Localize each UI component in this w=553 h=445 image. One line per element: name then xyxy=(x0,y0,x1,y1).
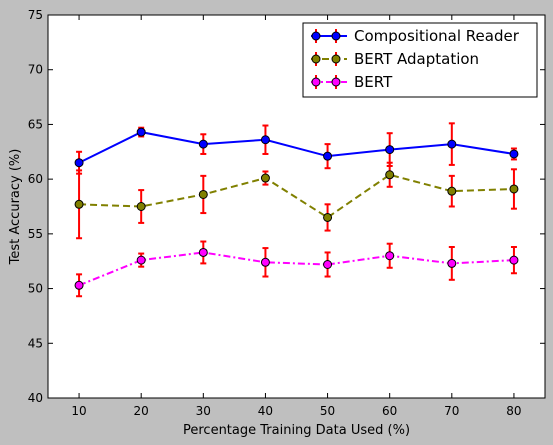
data-point xyxy=(74,158,84,168)
series-1 xyxy=(74,122,519,175)
legend-marker xyxy=(311,77,321,87)
x-tick-label: 40 xyxy=(258,404,273,418)
data-point xyxy=(260,257,270,267)
legend-label: Compositional Reader xyxy=(354,27,520,45)
data-point xyxy=(74,280,84,290)
data-point xyxy=(323,259,333,269)
data-point xyxy=(198,189,208,199)
data-point xyxy=(447,186,457,196)
series-line xyxy=(78,131,515,164)
plot-frame xyxy=(47,14,546,399)
data-point xyxy=(509,184,519,194)
x-tick-label: 50 xyxy=(320,404,335,418)
legend-entry: BERT Adaptation xyxy=(311,50,479,68)
legend-label: BERT xyxy=(354,73,393,91)
legend-marker xyxy=(331,77,341,87)
y-tick-label: 55 xyxy=(28,227,43,241)
data-point xyxy=(447,258,457,268)
ticks-layer: 10 20 30 40 50 60 70 80 40 45 50 55 60 65 70 75 xyxy=(28,8,545,418)
data-point xyxy=(136,127,146,137)
x-tick-label: 60 xyxy=(382,404,397,418)
data-point xyxy=(509,255,519,265)
y-axis-label: Test Accuracy (%) xyxy=(8,149,23,266)
series-2 xyxy=(74,161,519,240)
legend-marker xyxy=(331,31,341,41)
y-tick-label: 65 xyxy=(28,117,43,131)
y-tick-label: 75 xyxy=(28,8,43,22)
series-line xyxy=(78,251,514,287)
data-point xyxy=(385,170,395,180)
x-tick-label: 70 xyxy=(444,404,459,418)
legend-marker xyxy=(311,31,321,41)
x-tick-label: 30 xyxy=(196,404,211,418)
legend-label: BERT Adaptation xyxy=(354,50,479,68)
x-axis-label: Percentage Training Data Used (%) xyxy=(183,423,410,438)
data-point xyxy=(323,151,333,161)
series-3 xyxy=(74,240,519,298)
data-point xyxy=(136,202,146,211)
y-tick-label: 50 xyxy=(28,282,43,296)
y-tick-label: 60 xyxy=(28,172,43,186)
data-point xyxy=(198,247,208,257)
legend-entry: BERT xyxy=(311,73,393,91)
y-tick-label: 45 xyxy=(28,336,43,350)
data-point xyxy=(260,135,270,145)
data-point xyxy=(385,251,395,261)
data-point xyxy=(385,145,395,155)
x-tick-label: 20 xyxy=(134,404,149,418)
series-layer xyxy=(74,122,519,298)
series-line xyxy=(79,173,514,219)
data-point xyxy=(323,212,333,222)
data-point xyxy=(447,139,457,149)
y-tick-label: 70 xyxy=(28,63,43,77)
legend: Compositional Reader BERT Adaptation BERT xyxy=(302,22,538,98)
data-point xyxy=(198,139,208,149)
data-point xyxy=(509,149,519,159)
data-point xyxy=(74,199,84,209)
legend-marker xyxy=(331,54,341,64)
legend-marker xyxy=(311,54,321,64)
data-point xyxy=(260,173,270,183)
y-tick-label: 40 xyxy=(28,391,43,405)
x-tick-label: 10 xyxy=(71,404,86,418)
data-point xyxy=(136,255,146,265)
legend-entry: Compositional Reader xyxy=(311,27,520,45)
x-tick-label: 80 xyxy=(506,404,521,418)
